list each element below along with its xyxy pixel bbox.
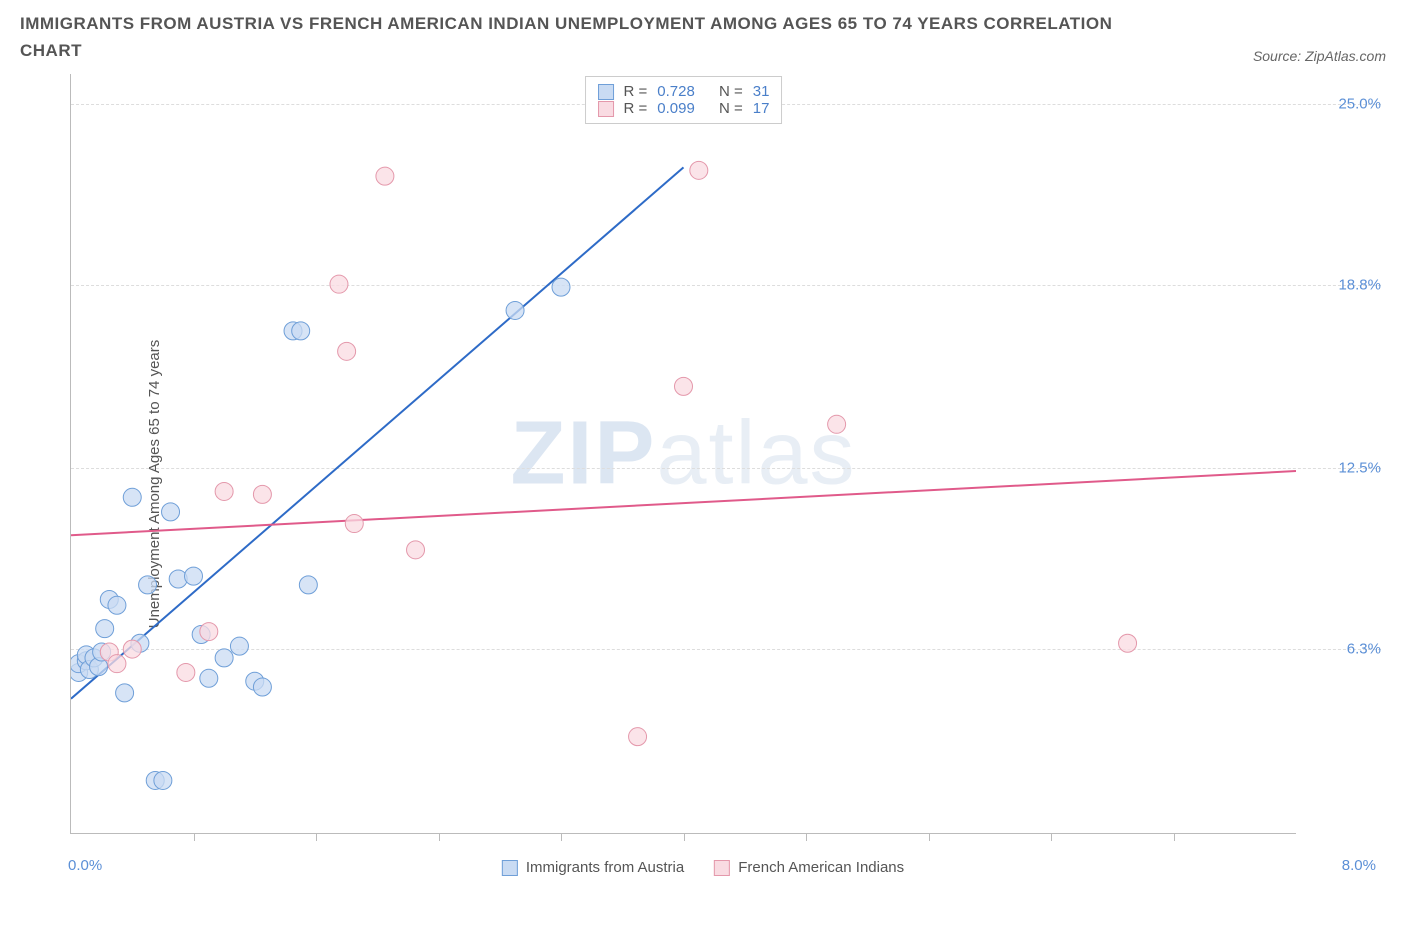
stat-n-label-1: N = <box>719 83 743 100</box>
y-tick-label: 18.8% <box>1301 276 1381 293</box>
stat-n-label-2: N = <box>719 100 743 117</box>
data-point <box>123 640 141 658</box>
chart-title: IMMIGRANTS FROM AUSTRIA VS FRENCH AMERIC… <box>20 10 1120 64</box>
legend-swatch-2 <box>714 860 730 876</box>
data-point <box>215 649 233 667</box>
legend-label-2: French American Indians <box>738 859 904 876</box>
y-tick-label: 12.5% <box>1301 460 1381 477</box>
x-tick <box>194 833 195 841</box>
y-tick-label: 6.3% <box>1301 641 1381 658</box>
data-point <box>690 162 708 180</box>
data-point <box>253 486 271 504</box>
data-point <box>177 664 195 682</box>
data-point <box>338 343 356 361</box>
plot-area: ZIPatlas R = 0.728 N = 31 R = 0.099 N = … <box>70 74 1296 834</box>
stat-r-label-2: R = <box>624 100 648 117</box>
x-tick <box>806 833 807 841</box>
stat-r-label-1: R = <box>624 83 648 100</box>
trend-line <box>71 168 684 699</box>
data-point <box>1119 635 1137 653</box>
data-point <box>828 416 846 434</box>
stat-r-value-1: 0.728 <box>657 83 695 100</box>
x-axis-max-label: 8.0% <box>1342 857 1376 874</box>
data-point <box>162 503 180 521</box>
data-point <box>108 597 126 615</box>
stats-legend-box: R = 0.728 N = 31 R = 0.099 N = 17 <box>585 76 783 124</box>
trend-line <box>71 471 1296 535</box>
stats-row-series-1: R = 0.728 N = 31 <box>598 83 770 100</box>
data-point <box>629 728 647 746</box>
legend-item-2: French American Indians <box>714 859 904 876</box>
data-point <box>230 638 248 656</box>
stat-n-value-1: 31 <box>753 83 770 100</box>
data-point <box>253 678 271 696</box>
x-tick <box>561 833 562 841</box>
x-axis-min-label: 0.0% <box>68 857 102 874</box>
data-point <box>299 576 317 594</box>
data-point <box>407 541 425 559</box>
stat-r-value-2: 0.099 <box>657 100 695 117</box>
data-point <box>185 567 203 585</box>
legend-swatch-1 <box>502 860 518 876</box>
swatch-series-2 <box>598 101 614 117</box>
x-tick <box>1051 833 1052 841</box>
x-tick <box>1174 833 1175 841</box>
data-point <box>552 278 570 296</box>
x-tick <box>929 833 930 841</box>
scatter-svg <box>71 74 1296 833</box>
x-tick <box>684 833 685 841</box>
data-point <box>506 302 524 320</box>
data-point <box>292 322 310 340</box>
chart-container: Unemployment Among Ages 65 to 74 years Z… <box>20 74 1386 894</box>
legend-label-1: Immigrants from Austria <box>526 859 684 876</box>
data-point <box>215 483 233 501</box>
data-point <box>675 378 693 396</box>
data-point <box>330 276 348 294</box>
data-point <box>154 772 172 790</box>
y-tick-label: 25.0% <box>1301 95 1381 112</box>
x-axis-legend: Immigrants from Austria French American … <box>502 859 904 876</box>
data-point <box>376 168 394 186</box>
stats-row-series-2: R = 0.099 N = 17 <box>598 100 770 117</box>
data-point <box>108 655 126 673</box>
data-point <box>116 684 134 702</box>
data-point <box>139 576 157 594</box>
stat-n-value-2: 17 <box>753 100 770 117</box>
data-point <box>345 515 363 533</box>
legend-item-1: Immigrants from Austria <box>502 859 684 876</box>
source-label: Source: ZipAtlas.com <box>1253 48 1386 64</box>
data-point <box>96 620 114 638</box>
data-point <box>200 670 218 688</box>
swatch-series-1 <box>598 84 614 100</box>
x-tick <box>316 833 317 841</box>
data-point <box>200 623 218 641</box>
x-tick <box>439 833 440 841</box>
data-point <box>123 489 141 507</box>
